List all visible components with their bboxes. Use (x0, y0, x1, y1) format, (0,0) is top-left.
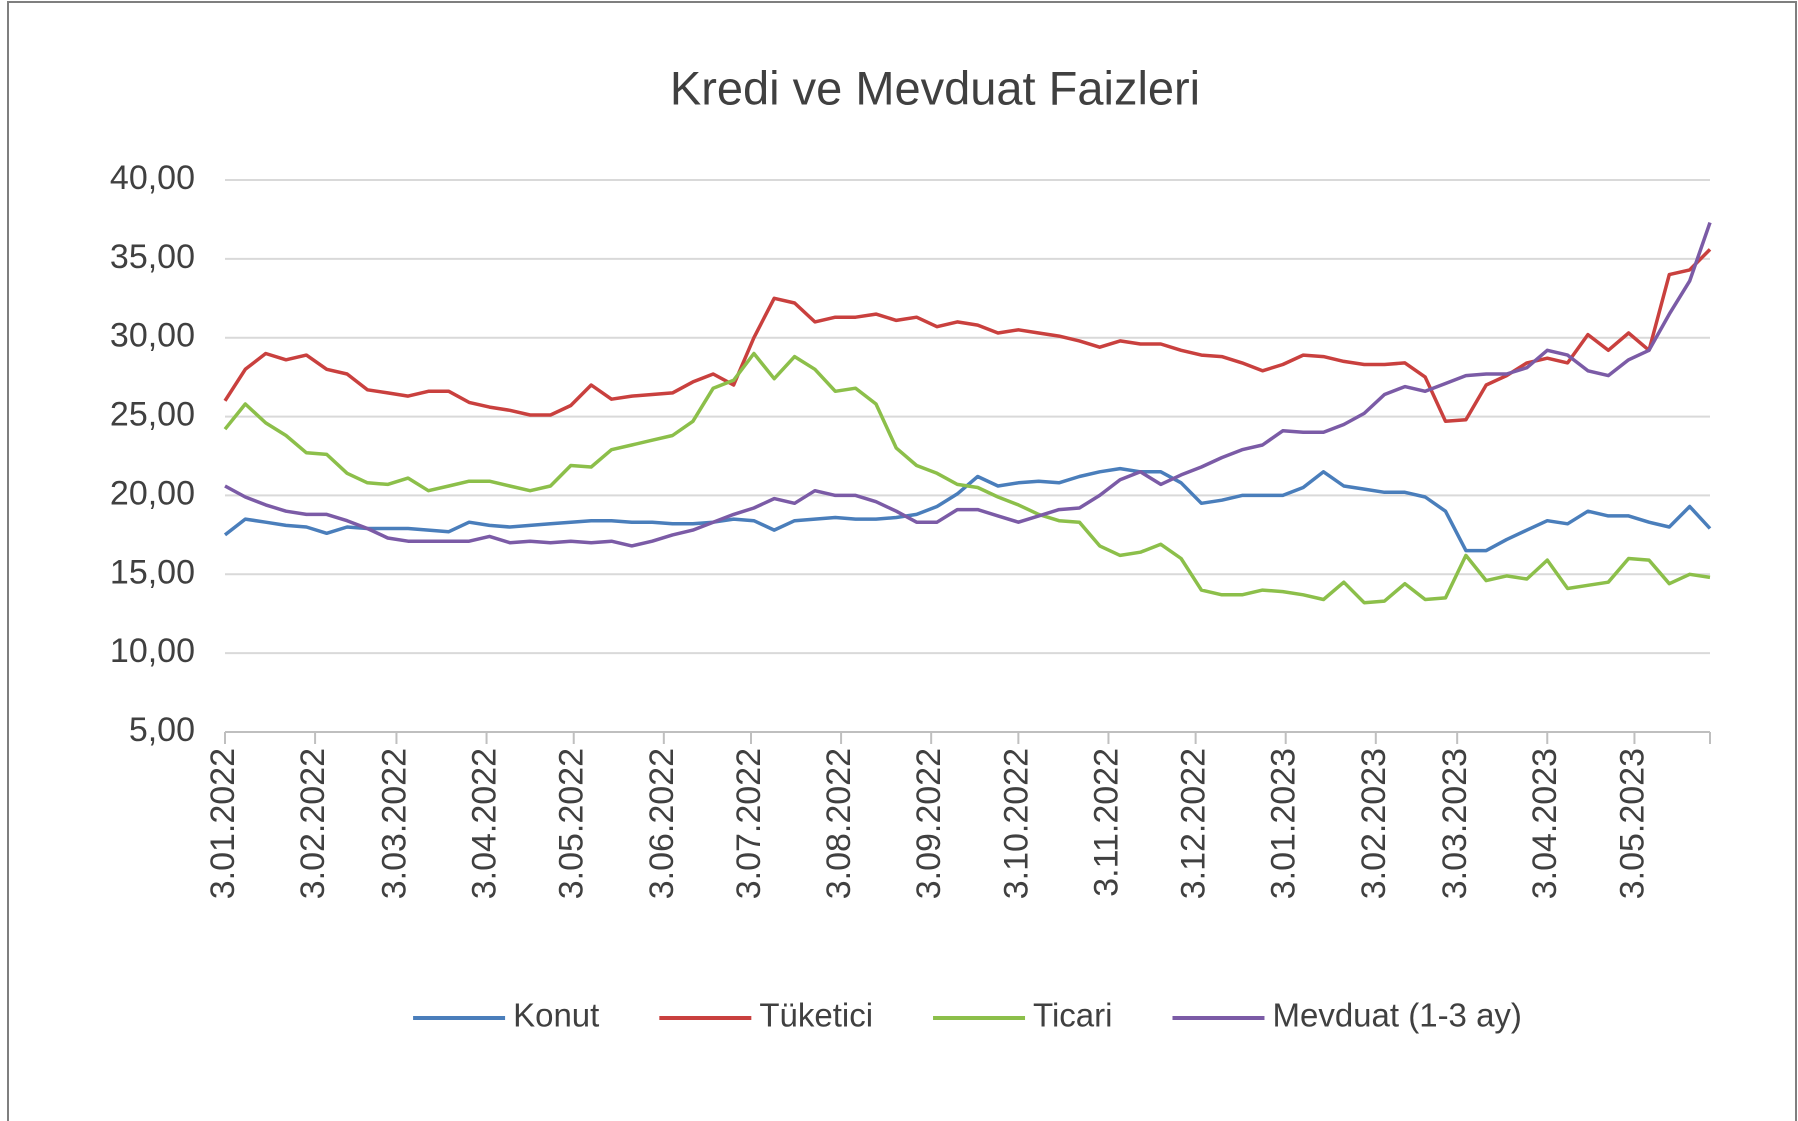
x-tick-label: 3.10.2022 (997, 748, 1035, 899)
x-tick-label: 3.12.2022 (1175, 748, 1213, 899)
series-line (224, 222, 1712, 548)
legend-label: Tüketici (759, 997, 873, 1034)
x-tick-label: 3.05.2023 (1613, 748, 1651, 899)
y-tick-label: 20,00 (110, 474, 195, 512)
x-tick-label: 3.08.2022 (820, 748, 858, 899)
x-tick-label: 3.06.2022 (643, 748, 681, 899)
x-tick-label: 3.02.2023 (1355, 748, 1393, 899)
x-tick-label: 3.01.2023 (1265, 748, 1303, 899)
x-tick-label: 3.09.2022 (910, 748, 948, 899)
x-tick-label: 3.03.2023 (1436, 748, 1474, 899)
legend-label: Ticari (1033, 997, 1112, 1034)
y-tick-label: 5,00 (129, 711, 195, 749)
chart-title: Kredi ve Mevduat Faizleri (670, 61, 1200, 114)
x-tick-label: 3.02.2022 (294, 748, 332, 899)
y-tick-label: 40,00 (110, 159, 195, 197)
x-tick-label: 3.07.2022 (730, 748, 768, 899)
x-tick-label: 3.01.2022 (204, 748, 242, 899)
series-line (223, 351, 1711, 605)
x-tick-label: 3.04.2022 (466, 748, 504, 899)
y-tick-label: 10,00 (110, 632, 195, 670)
x-tick-label: 3.05.2022 (553, 748, 591, 899)
y-tick-label: 15,00 (110, 553, 195, 591)
x-tick-label: 3.11.2022 (1087, 748, 1125, 897)
y-tick-label: 25,00 (110, 396, 195, 434)
x-tick-label: 3.03.2022 (375, 748, 413, 899)
y-tick-label: 35,00 (110, 238, 195, 276)
frame (7, 1, 1797, 1121)
x-tick-label: 3.04.2023 (1526, 748, 1564, 899)
legend-label: Mevduat (1-3 ay) (1272, 997, 1521, 1034)
legend-label: Konut (513, 997, 599, 1034)
series-line (223, 248, 1712, 424)
y-tick-label: 30,00 (110, 317, 195, 355)
